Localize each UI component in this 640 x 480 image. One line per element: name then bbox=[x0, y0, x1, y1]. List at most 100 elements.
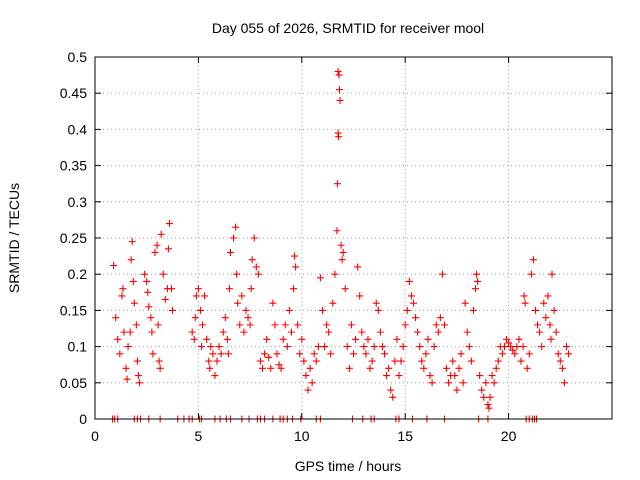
data-point bbox=[154, 321, 162, 329]
data-point bbox=[157, 230, 165, 238]
data-point bbox=[126, 328, 134, 336]
data-point bbox=[124, 343, 132, 351]
data-point bbox=[465, 343, 473, 351]
data-point bbox=[252, 263, 260, 271]
data-point bbox=[310, 350, 318, 358]
data-point bbox=[215, 343, 223, 351]
data-point bbox=[492, 364, 500, 372]
data-point bbox=[338, 256, 346, 264]
data-point bbox=[420, 364, 428, 372]
data-point bbox=[405, 277, 413, 285]
data-point bbox=[503, 335, 511, 343]
data-point bbox=[436, 314, 444, 322]
data-point bbox=[341, 285, 349, 293]
data-point bbox=[145, 303, 153, 311]
data-point bbox=[196, 306, 204, 314]
data-point bbox=[500, 343, 508, 351]
data-point bbox=[494, 357, 502, 365]
data-point bbox=[129, 277, 137, 285]
data-point bbox=[130, 299, 138, 307]
data-point bbox=[238, 292, 246, 300]
data-point bbox=[211, 372, 219, 380]
data-point bbox=[300, 357, 308, 365]
data-point bbox=[339, 248, 347, 256]
data-point bbox=[362, 350, 370, 358]
data-point bbox=[352, 335, 360, 343]
data-point bbox=[135, 379, 143, 387]
data-point bbox=[323, 321, 331, 329]
data-point bbox=[123, 375, 131, 383]
plot-frame bbox=[94, 56, 613, 420]
data-point bbox=[191, 314, 199, 322]
data-point bbox=[507, 343, 515, 351]
data-point bbox=[151, 248, 159, 256]
data-point bbox=[271, 321, 279, 329]
data-point bbox=[544, 292, 552, 300]
y-tick-label: 0 bbox=[79, 411, 87, 427]
data-point bbox=[248, 256, 256, 264]
data-point bbox=[294, 321, 302, 329]
data-point bbox=[445, 379, 453, 387]
data-point bbox=[337, 241, 345, 249]
data-point bbox=[418, 357, 426, 365]
data-point bbox=[434, 328, 442, 336]
data-point bbox=[409, 299, 417, 307]
data-point bbox=[213, 357, 221, 365]
data-point bbox=[122, 364, 130, 372]
data-point bbox=[463, 328, 471, 336]
data-point bbox=[148, 328, 156, 336]
data-point bbox=[285, 306, 293, 314]
data-point bbox=[201, 292, 209, 300]
data-point bbox=[316, 274, 324, 282]
data-point bbox=[259, 364, 267, 372]
data-point bbox=[217, 350, 225, 358]
data-point bbox=[335, 71, 343, 79]
data-point bbox=[244, 314, 252, 322]
data-point bbox=[414, 328, 422, 336]
data-point bbox=[194, 285, 202, 293]
data-point bbox=[478, 386, 486, 394]
data-point bbox=[334, 67, 342, 75]
data-point bbox=[505, 339, 513, 347]
data-point bbox=[110, 262, 118, 270]
x-tick-label: 5 bbox=[195, 428, 203, 444]
data-point bbox=[401, 321, 409, 329]
data-point bbox=[473, 270, 481, 278]
data-point bbox=[334, 129, 342, 137]
data-point bbox=[232, 223, 240, 231]
data-point bbox=[509, 346, 517, 354]
data-point bbox=[230, 234, 238, 242]
data-point bbox=[236, 321, 244, 329]
data-point bbox=[206, 364, 214, 372]
data-point bbox=[389, 393, 397, 401]
data-point bbox=[540, 299, 548, 307]
data-point bbox=[225, 285, 233, 293]
data-point bbox=[558, 364, 566, 372]
data-point bbox=[393, 335, 401, 343]
data-point bbox=[538, 343, 546, 351]
data-point bbox=[302, 372, 310, 380]
data-point bbox=[347, 321, 355, 329]
data-points bbox=[109, 67, 573, 423]
data-point bbox=[381, 350, 389, 358]
y-tick-label: 0.1 bbox=[68, 339, 88, 355]
data-point bbox=[453, 386, 461, 394]
data-point bbox=[156, 364, 164, 372]
data-point bbox=[287, 328, 295, 336]
data-point bbox=[536, 328, 544, 336]
data-point bbox=[134, 372, 142, 380]
data-point bbox=[403, 306, 411, 314]
data-point bbox=[233, 270, 241, 278]
data-point bbox=[391, 357, 399, 365]
data-point bbox=[333, 180, 341, 188]
y-tick-label: 0.25 bbox=[60, 230, 87, 246]
x-tick-label: 10 bbox=[294, 428, 310, 444]
x-tick-label: 20 bbox=[501, 428, 517, 444]
data-point bbox=[265, 353, 273, 361]
data-point bbox=[308, 379, 316, 387]
data-point bbox=[563, 343, 571, 351]
data-point bbox=[141, 270, 149, 278]
data-point bbox=[511, 350, 519, 358]
data-point bbox=[219, 328, 227, 336]
data-point bbox=[519, 343, 527, 351]
